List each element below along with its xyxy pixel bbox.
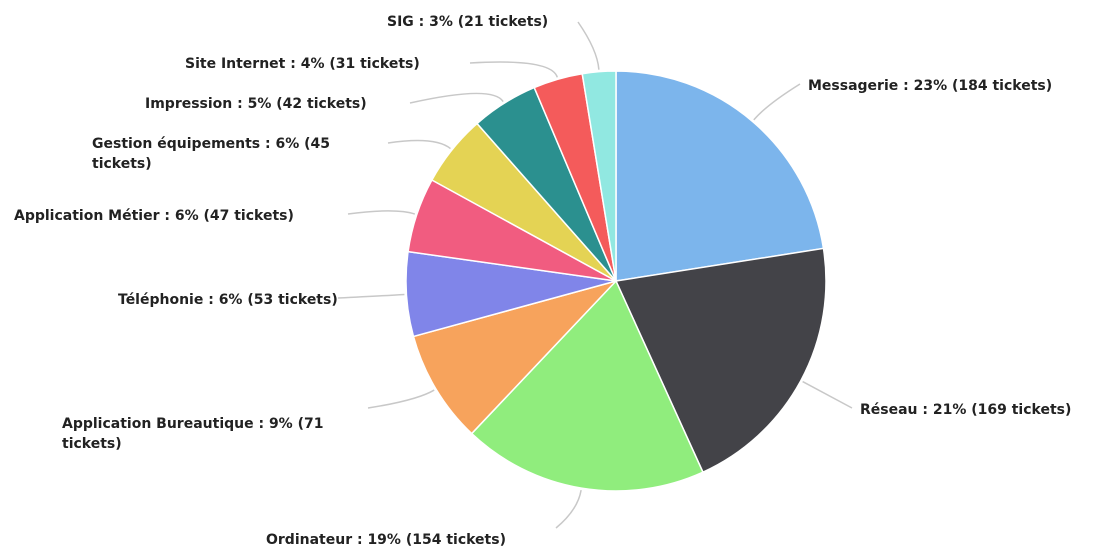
slice-label-gestion-equipements-line-1: Gestion équipements : 6% (45 — [92, 136, 330, 152]
leader-line — [387, 139, 451, 150]
pie-slices — [405, 70, 827, 492]
slice-label-site-internet: Site Internet : 4% (31 tickets) — [185, 56, 420, 72]
leader-line — [409, 92, 504, 104]
leader-line — [555, 489, 582, 529]
slice-label-impression: Impression : 5% (42 tickets) — [145, 96, 367, 112]
leader-line — [367, 389, 435, 409]
pie-slice-sig[interactable] — [581, 70, 617, 282]
leader-line — [337, 293, 405, 299]
slice-label-sig: SIG : 3% (21 tickets) — [387, 14, 548, 30]
pie-slice-ordinateur[interactable] — [470, 279, 704, 492]
pie-slice-application-bureautique[interactable] — [412, 279, 619, 435]
slice-label-application-bureautique: Application Bureautique : 9% (71 tickets… — [62, 416, 328, 452]
leader-line — [469, 61, 558, 78]
leader-line — [753, 83, 801, 121]
slice-label-ordinateur: Ordinateur : 19% (154 tickets) — [266, 532, 506, 548]
slice-label-application-bureautique-line-2: tickets) — [62, 436, 122, 452]
slice-label-messagerie: Messagerie : 23% (184 tickets) — [808, 78, 1052, 94]
leader-line — [347, 210, 416, 215]
pie-slice-messagerie[interactable] — [615, 70, 825, 282]
leader-lines — [337, 21, 853, 529]
slice-label-reseau: Réseau : 21% (169 tickets) — [860, 402, 1071, 418]
slice-label-telephonie: Téléphonie : 6% (53 tickets) — [118, 292, 338, 308]
pie-slice-reseau[interactable] — [614, 247, 827, 474]
slice-label-application-metier: Application Métier : 6% (47 tickets) — [14, 208, 294, 224]
leader-line — [577, 21, 600, 70]
slice-label-gestion-equipements-line-2: tickets) — [92, 156, 152, 172]
leader-line — [802, 380, 853, 409]
slice-label-gestion-equipements: Gestion équipements : 6% (45 tickets) — [92, 136, 335, 172]
slice-label-application-bureautique-line-1: Application Bureautique : 9% (71 — [62, 416, 323, 432]
